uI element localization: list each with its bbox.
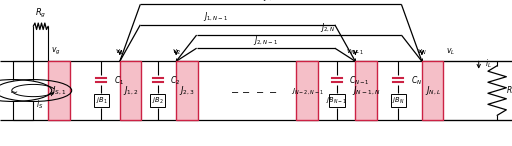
Text: $jB_{N-1}$: $jB_{N-1}$	[327, 96, 347, 106]
Text: $J_{1,2}$: $J_{1,2}$	[123, 84, 138, 97]
Text: $jB_N$: $jB_N$	[392, 96, 404, 106]
Text: $J_{1,N-1}$: $J_{1,N-1}$	[203, 11, 227, 23]
Text: $v_2$: $v_2$	[172, 48, 181, 57]
Text: $v_{N-1}$: $v_{N-1}$	[346, 48, 365, 57]
Text: $J_{2,N}$: $J_{2,N}$	[320, 21, 335, 34]
Text: $v_0$: $v_0$	[0, 85, 2, 96]
Bar	[422, 61, 443, 120]
Bar	[296, 61, 318, 120]
Bar	[48, 61, 70, 120]
Text: $J_{2,3}$: $J_{2,3}$	[179, 84, 195, 97]
Text: $v_g$: $v_g$	[51, 46, 60, 57]
Bar	[329, 94, 345, 107]
Bar	[355, 61, 377, 120]
Text: $J_{2,N-1}$: $J_{2,N-1}$	[253, 34, 278, 47]
Text: $v_1$: $v_1$	[115, 48, 124, 57]
Text: $J_{S,1}$: $J_{S,1}$	[51, 84, 67, 97]
Bar	[150, 94, 165, 107]
Bar	[176, 61, 198, 120]
Text: $J_{N,L}$: $J_{N,L}$	[424, 84, 441, 97]
Text: $J_{N-2,N-1}$: $J_{N-2,N-1}$	[291, 86, 324, 95]
Text: $i_L$: $i_L$	[485, 58, 492, 71]
Text: $v_L$: $v_L$	[446, 46, 455, 57]
Text: $C_2$: $C_2$	[170, 74, 180, 87]
Text: $R_L$: $R_L$	[506, 84, 512, 97]
Text: $i_S$: $i_S$	[36, 99, 43, 111]
Text: $jB_2$: $jB_2$	[152, 96, 163, 106]
Text: $C_1$: $C_1$	[114, 74, 124, 87]
Text: $J_{N-1,N}$: $J_{N-1,N}$	[352, 84, 380, 97]
Text: $\sim$: $\sim$	[8, 86, 19, 95]
Text: $jB_1$: $jB_1$	[96, 96, 107, 106]
Text: $C_N$: $C_N$	[411, 74, 422, 87]
Text: $R_g$: $R_g$	[35, 7, 47, 20]
Text: $- \, - \, - \, -$: $- \, - \, - \, -$	[229, 86, 278, 95]
Text: $J_{1,N}$: $J_{1,N}$	[263, 0, 279, 3]
Text: $v_N$: $v_N$	[417, 48, 426, 57]
Bar	[120, 61, 141, 120]
Bar	[94, 94, 109, 107]
Bar	[391, 94, 406, 107]
Text: $C_{N-1}$: $C_{N-1}$	[349, 74, 370, 87]
